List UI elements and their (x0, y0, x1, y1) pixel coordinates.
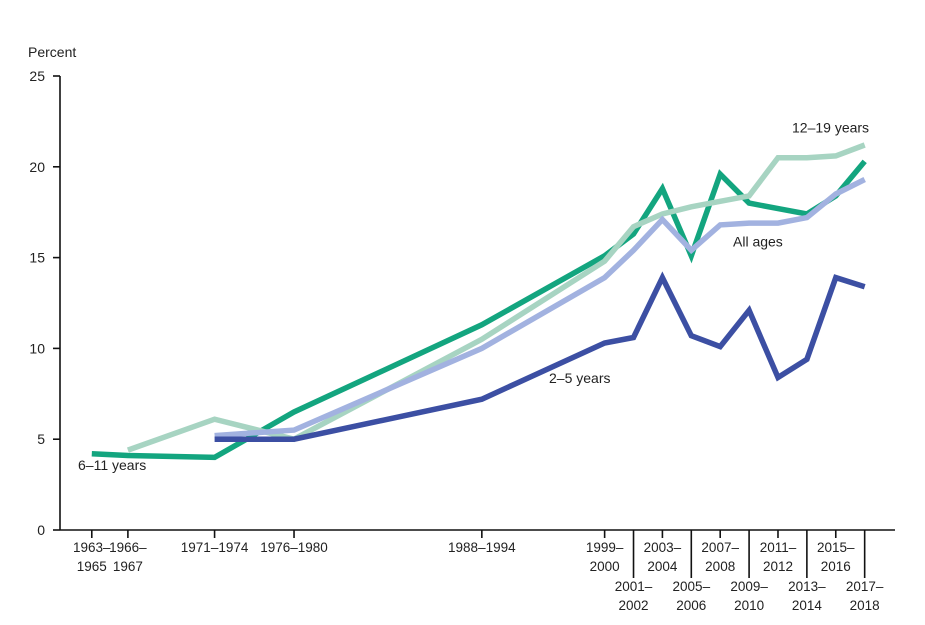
x-tick-label: 2017– (846, 579, 884, 594)
x-tick-label: 2004 (647, 559, 678, 574)
y-axis: 0 5 10 15 20 25 (29, 68, 61, 538)
y-tick-label: 10 (29, 340, 45, 356)
x-tick-label: 2014 (792, 598, 823, 613)
x-tick-label: 2006 (676, 598, 706, 613)
x-tick-label: 2011– (760, 540, 797, 555)
x-tick-label: 1971–1974 (181, 540, 249, 555)
x-tick-label: 2012 (763, 559, 793, 574)
x-tick-label: 1966– (109, 540, 147, 555)
x-tick-label: 2001– (615, 579, 653, 594)
x-tick-label: 2016 (821, 559, 851, 574)
y-tick-label: 20 (29, 159, 45, 175)
x-tick-label: 1963– (73, 540, 111, 555)
series-line-0 (91, 159, 867, 461)
y-axis-title: Percent (28, 44, 76, 60)
series-lines (91, 142, 867, 461)
x-tick-label: 2013– (788, 579, 826, 594)
series-line-3 (214, 271, 866, 442)
x-tick-label: 1988–1994 (448, 540, 516, 555)
series-label-2: All ages (733, 234, 783, 250)
x-tick-label: 2009– (730, 579, 768, 594)
series-label-0: 6–11 years (78, 457, 146, 473)
y-tick-label: 5 (37, 431, 45, 447)
y-tick-label: 0 (37, 522, 45, 538)
series-line-1 (126, 142, 866, 453)
x-tick-label: 2002 (618, 598, 648, 613)
x-tick-label: 1999– (586, 540, 624, 555)
series-line-2 (214, 177, 866, 439)
x-tick-label: 1965 (77, 559, 107, 574)
x-tick-label: 2008 (705, 559, 735, 574)
x-tick-label: 2005– (673, 579, 711, 594)
x-tick-label: 2007– (701, 540, 739, 555)
x-tick-label: 2003– (644, 540, 682, 555)
x-tick-label: 1967 (113, 559, 143, 574)
x-tick-label: 2000 (590, 559, 620, 574)
series-labels: 6–11 years 12–19 years All ages 2–5 years (78, 119, 869, 473)
x-tick-label: 2018 (850, 598, 880, 613)
series-label-3: 2–5 years (549, 370, 610, 386)
x-tick-label: 2010 (734, 598, 764, 613)
y-tick-label: 15 (29, 250, 45, 266)
x-tick-label: 2015– (817, 540, 855, 555)
y-tick-label: 25 (29, 68, 45, 84)
series-label-1: 12–19 years (792, 119, 869, 135)
x-tick-label: 1976–1980 (260, 540, 328, 555)
